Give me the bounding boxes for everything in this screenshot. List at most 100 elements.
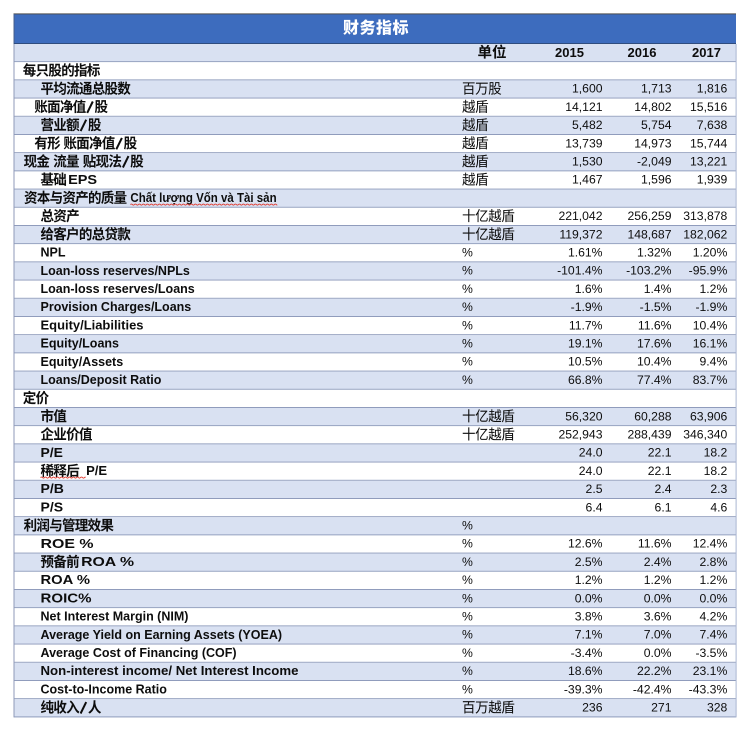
svg-text:%: % xyxy=(462,628,473,642)
svg-text:P/B: P/B xyxy=(41,482,64,496)
svg-text:-101.4%: -101.4% xyxy=(557,264,603,278)
svg-text:77.4%: 77.4% xyxy=(637,373,672,387)
svg-text:5,754: 5,754 xyxy=(641,118,672,132)
svg-text:%: % xyxy=(462,318,473,332)
svg-text:P/E: P/E xyxy=(41,446,63,460)
svg-text:ROE %: ROE % xyxy=(41,537,94,551)
svg-text:2017: 2017 xyxy=(692,45,721,60)
svg-text:3.6%: 3.6% xyxy=(644,610,672,624)
svg-text:5,482: 5,482 xyxy=(572,118,603,132)
svg-text:22.1: 22.1 xyxy=(648,464,672,478)
svg-text:346,340: 346,340 xyxy=(683,428,727,442)
svg-text:Equity/Liabilities: Equity/Liabilities xyxy=(41,318,144,332)
svg-text:56,320: 56,320 xyxy=(565,409,602,423)
svg-text:18.2: 18.2 xyxy=(704,464,728,478)
svg-text:12.4%: 12.4% xyxy=(693,537,728,551)
svg-text:7.1%: 7.1% xyxy=(575,628,603,642)
svg-text:1.61%: 1.61% xyxy=(568,246,603,260)
svg-text:Loan-loss reserves/NPLs: Loan-loss reserves/NPLs xyxy=(41,264,190,278)
svg-text:ROA %: ROA % xyxy=(41,573,91,587)
svg-text:P/E: P/E xyxy=(86,464,107,478)
svg-text:Average Cost of Financing (COF: Average Cost of Financing (COF) xyxy=(41,646,237,660)
svg-text:182,062: 182,062 xyxy=(683,227,727,241)
svg-text:Equity/Assets: Equity/Assets xyxy=(41,355,124,369)
svg-text:-1.5%: -1.5% xyxy=(640,300,672,314)
svg-text:14,121: 14,121 xyxy=(565,100,602,114)
svg-text:66.8%: 66.8% xyxy=(568,373,603,387)
svg-text:11.7%: 11.7% xyxy=(569,318,603,332)
svg-text:-39.3%: -39.3% xyxy=(564,682,603,696)
svg-text:2016: 2016 xyxy=(628,45,657,60)
svg-text:6.1: 6.1 xyxy=(655,500,672,514)
svg-text:%: % xyxy=(462,591,473,605)
svg-text:NPL: NPL xyxy=(41,246,66,260)
svg-text:1.20%: 1.20% xyxy=(693,246,728,260)
svg-text:16.1%: 16.1% xyxy=(693,337,728,351)
svg-text:EPS: EPS xyxy=(68,173,97,187)
svg-text:256,259: 256,259 xyxy=(627,209,671,223)
svg-text:ROIC%: ROIC% xyxy=(41,591,92,605)
svg-text:2.8%: 2.8% xyxy=(700,555,728,569)
svg-text:Cost-to-Income Ratio: Cost-to-Income Ratio xyxy=(41,682,168,696)
svg-text:%: % xyxy=(462,646,473,660)
svg-text:24.0: 24.0 xyxy=(579,464,603,478)
svg-text:-103.2%: -103.2% xyxy=(626,264,672,278)
svg-text:4.2%: 4.2% xyxy=(700,610,728,624)
svg-text:10.4%: 10.4% xyxy=(693,318,728,332)
svg-text:ROA %: ROA % xyxy=(81,555,134,569)
svg-text:1.2%: 1.2% xyxy=(700,573,728,587)
svg-text:%: % xyxy=(462,573,473,587)
svg-text:%: % xyxy=(462,373,473,387)
svg-text:252,943: 252,943 xyxy=(558,428,602,442)
svg-text:1,713: 1,713 xyxy=(641,82,672,96)
svg-text:22.2%: 22.2% xyxy=(637,664,672,678)
svg-text:-1.9%: -1.9% xyxy=(571,300,603,314)
svg-text:2.4: 2.4 xyxy=(655,482,672,496)
svg-text:13,221: 13,221 xyxy=(690,155,727,169)
svg-text:1,816: 1,816 xyxy=(697,82,728,96)
svg-text:1,530: 1,530 xyxy=(572,155,603,169)
svg-text:1.2%: 1.2% xyxy=(644,573,672,587)
svg-text:Loans/Deposit Ratio: Loans/Deposit Ratio xyxy=(41,373,162,387)
svg-text:0.0%: 0.0% xyxy=(575,591,603,605)
svg-text:17.6%: 17.6% xyxy=(637,337,672,351)
svg-text:Equity/Loans: Equity/Loans xyxy=(41,337,120,351)
svg-text:119,372: 119,372 xyxy=(559,227,602,241)
svg-text:63,906: 63,906 xyxy=(690,409,727,423)
svg-text:148,687: 148,687 xyxy=(627,227,671,241)
svg-text:7.4%: 7.4% xyxy=(700,628,728,642)
svg-text:221,042: 221,042 xyxy=(558,209,602,223)
svg-text:14,973: 14,973 xyxy=(634,136,671,150)
svg-text:0.0%: 0.0% xyxy=(644,591,672,605)
svg-text:10.5%: 10.5% xyxy=(568,355,603,369)
svg-text:7,638: 7,638 xyxy=(697,118,728,132)
svg-text:2.4%: 2.4% xyxy=(644,555,672,569)
svg-text:83.7%: 83.7% xyxy=(693,373,728,387)
svg-text:328: 328 xyxy=(707,701,728,715)
svg-text:7.0%: 7.0% xyxy=(644,628,672,642)
svg-text:1.2%: 1.2% xyxy=(575,573,603,587)
svg-text:15,744: 15,744 xyxy=(690,136,727,150)
svg-text:10.4%: 10.4% xyxy=(637,355,672,369)
svg-text:271: 271 xyxy=(651,701,672,715)
svg-text:2.3: 2.3 xyxy=(710,482,727,496)
svg-text:13,739: 13,739 xyxy=(565,136,602,150)
svg-text:Loan-loss reserves/Loans: Loan-loss reserves/Loans xyxy=(41,282,195,296)
svg-text:%: % xyxy=(462,282,473,296)
svg-text:%: % xyxy=(462,355,473,369)
svg-text:9.4%: 9.4% xyxy=(700,355,728,369)
svg-text:2.5%: 2.5% xyxy=(575,555,603,569)
svg-text:1.32%: 1.32% xyxy=(637,246,672,260)
svg-text:60,288: 60,288 xyxy=(634,409,671,423)
svg-text:22.1: 22.1 xyxy=(648,446,672,460)
svg-text:18.6%: 18.6% xyxy=(568,664,603,678)
svg-text:2.5: 2.5 xyxy=(586,482,603,496)
svg-text:11.6%: 11.6% xyxy=(638,537,672,551)
svg-text:1,600: 1,600 xyxy=(572,82,603,96)
svg-text:%: % xyxy=(462,682,473,696)
svg-text:1.4%: 1.4% xyxy=(644,282,672,296)
svg-text:1,467: 1,467 xyxy=(572,173,603,187)
svg-text:6.4: 6.4 xyxy=(586,500,603,514)
svg-text:-1.9%: -1.9% xyxy=(695,300,727,314)
svg-text:0.0%: 0.0% xyxy=(700,591,728,605)
